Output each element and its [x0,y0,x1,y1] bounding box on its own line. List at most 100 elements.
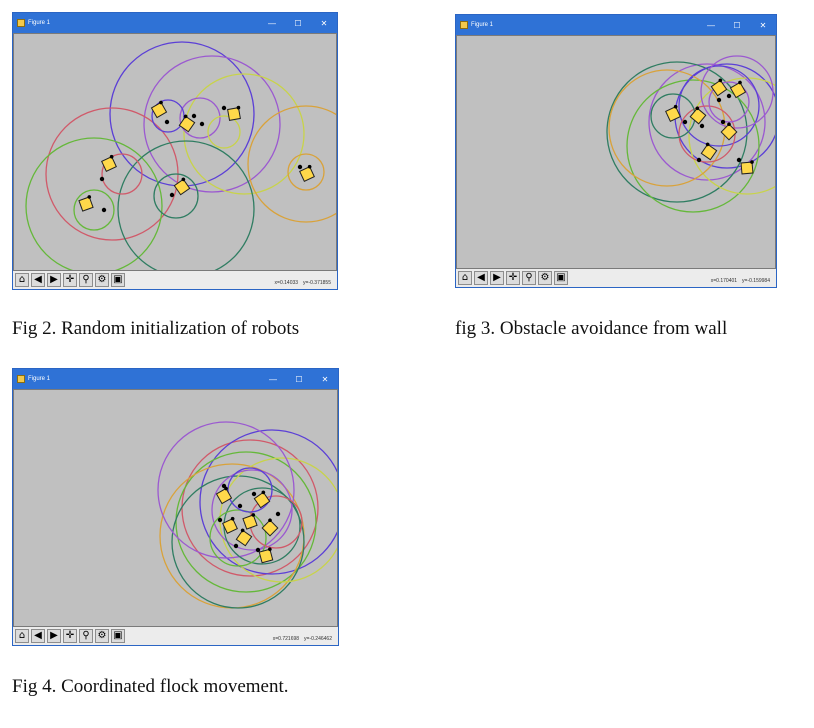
forward-arrow-icon[interactable]: ▶ [490,271,504,285]
robot-marker [253,490,271,509]
back-arrow-icon[interactable]: ◀ [31,273,45,287]
close-button[interactable]: ✕ [321,374,329,384]
sensing-range-circle [101,153,143,195]
waypoint-dot [169,192,175,198]
maximize-button[interactable]: ☐ [295,374,303,384]
waypoint-dot [255,547,261,553]
sensing-range-circle [708,81,750,123]
sensing-range-circle [287,153,325,191]
sensing-range-circle [648,63,766,181]
x-readout: x=0.721698 [272,636,300,642]
figure-window: Figure 1 — ☐ ✕ ⌂ ◀ ▶ ✛ ⚲ ⚙ ▣ x=0.170401 y… [455,14,777,288]
robot-marker [242,513,258,530]
sensing-range-circle [211,469,293,551]
sensing-range-circle [45,107,179,241]
robot-marker [173,177,191,196]
minimize-button[interactable]: — [707,20,715,30]
app-icon [460,21,468,29]
waypoint-dot [682,119,688,125]
figure-window: Figure 1 — ☐ ✕ ⌂ ◀ ▶ ✛ ⚲ ⚙ ▣ x=0.721698 y… [12,368,339,646]
home-icon[interactable]: ⌂ [458,271,472,285]
matplotlib-toolbar: ⌂ ◀ ▶ ✛ ⚲ ⚙ ▣ x=0.14033 y=-0.371855 [13,271,337,289]
robot-marker [689,106,707,125]
sensing-range-circle [247,105,336,223]
save-icon[interactable]: ▣ [554,271,568,285]
waypoint-dot [699,123,705,129]
pan-icon[interactable]: ✛ [63,273,77,287]
robot-marker [222,516,238,534]
robot-plot [606,55,775,213]
close-button[interactable]: ✕ [320,18,328,28]
robot-plot [157,421,337,609]
sensing-range-circle [678,65,760,147]
configure-subplots-icon[interactable]: ⚙ [538,271,552,285]
sensing-range-circle [209,509,267,567]
window-title: Figure 1 [471,22,494,28]
y-readout: y=-0.246462 [304,636,332,642]
waypoint-dot [726,93,732,99]
minimize-button[interactable]: — [268,18,276,28]
zoom-icon[interactable]: ⚲ [79,273,93,287]
robot-marker [261,518,279,537]
sensing-range-circle [606,61,748,203]
sensing-range-circle [143,55,281,193]
figure-caption: fig 3. Obstacle avoidance from wall [455,318,728,339]
cursor-coordinates: x=0.170401 y=-0.159984 [706,278,770,284]
robot-marker [740,160,754,175]
window-titlebar[interactable]: Figure 1 — ☐ ✕ [456,15,776,35]
waypoint-dot [191,113,197,119]
sensing-range-circle [117,140,255,270]
sensing-range-circle [199,429,337,575]
waypoint-dot [221,105,227,111]
x-readout: x=0.170401 [710,278,738,284]
minimize-button[interactable]: — [269,374,277,384]
home-icon[interactable]: ⌂ [15,273,29,287]
window-title: Figure 1 [28,20,51,26]
zoom-icon[interactable]: ⚲ [522,271,536,285]
pan-icon[interactable]: ✛ [63,629,77,643]
robot-plot [25,41,336,270]
maximize-button[interactable]: ☐ [733,20,741,30]
forward-arrow-icon[interactable]: ▶ [47,629,61,643]
sensing-range-circle [157,421,295,559]
waypoint-dot [199,121,205,127]
cursor-coordinates: x=0.721698 y=-0.246462 [268,636,332,642]
plot-canvas[interactable] [456,35,776,269]
sensing-range-circle [183,73,305,195]
waypoint-dot [716,97,722,103]
maximize-button[interactable]: ☐ [294,18,302,28]
window-titlebar[interactable]: Figure 1 — ☐ ✕ [13,369,338,389]
plot-canvas[interactable] [13,33,337,271]
robot-marker [150,100,168,119]
back-arrow-icon[interactable]: ◀ [474,271,488,285]
save-icon[interactable]: ▣ [111,273,125,287]
waypoint-dot [251,491,257,497]
save-icon[interactable]: ▣ [111,629,125,643]
configure-subplots-icon[interactable]: ⚙ [95,273,109,287]
robot-marker [178,114,196,133]
waypoint-dot [217,517,223,523]
window-titlebar[interactable]: Figure 1 — ☐ ✕ [13,13,337,33]
zoom-icon[interactable]: ⚲ [79,629,93,643]
waypoint-dot [696,157,702,163]
sensing-range-circle [175,451,317,593]
sensing-range-circle [73,189,115,231]
robot-marker [710,78,728,97]
home-icon[interactable]: ⌂ [15,629,29,643]
forward-arrow-icon[interactable]: ▶ [47,273,61,287]
sensing-range-circle [219,457,337,583]
sensing-range-circle [153,173,199,219]
matplotlib-toolbar: ⌂ ◀ ▶ ✛ ⚲ ⚙ ▣ x=0.721698 y=-0.246462 [13,627,338,645]
configure-subplots-icon[interactable]: ⚙ [95,629,109,643]
waypoint-dot [736,157,742,163]
back-arrow-icon[interactable]: ◀ [31,629,45,643]
robot-marker [729,80,747,99]
robot-marker [235,528,253,547]
plot-canvas[interactable] [13,389,338,627]
pan-icon[interactable]: ✛ [506,271,520,285]
figure-caption: Fig 2. Random initialization of robots [12,318,300,339]
sensing-range-circle [626,79,760,213]
waypoint-dot [101,207,107,213]
close-button[interactable]: ✕ [759,20,767,30]
waypoint-dot [233,543,239,549]
